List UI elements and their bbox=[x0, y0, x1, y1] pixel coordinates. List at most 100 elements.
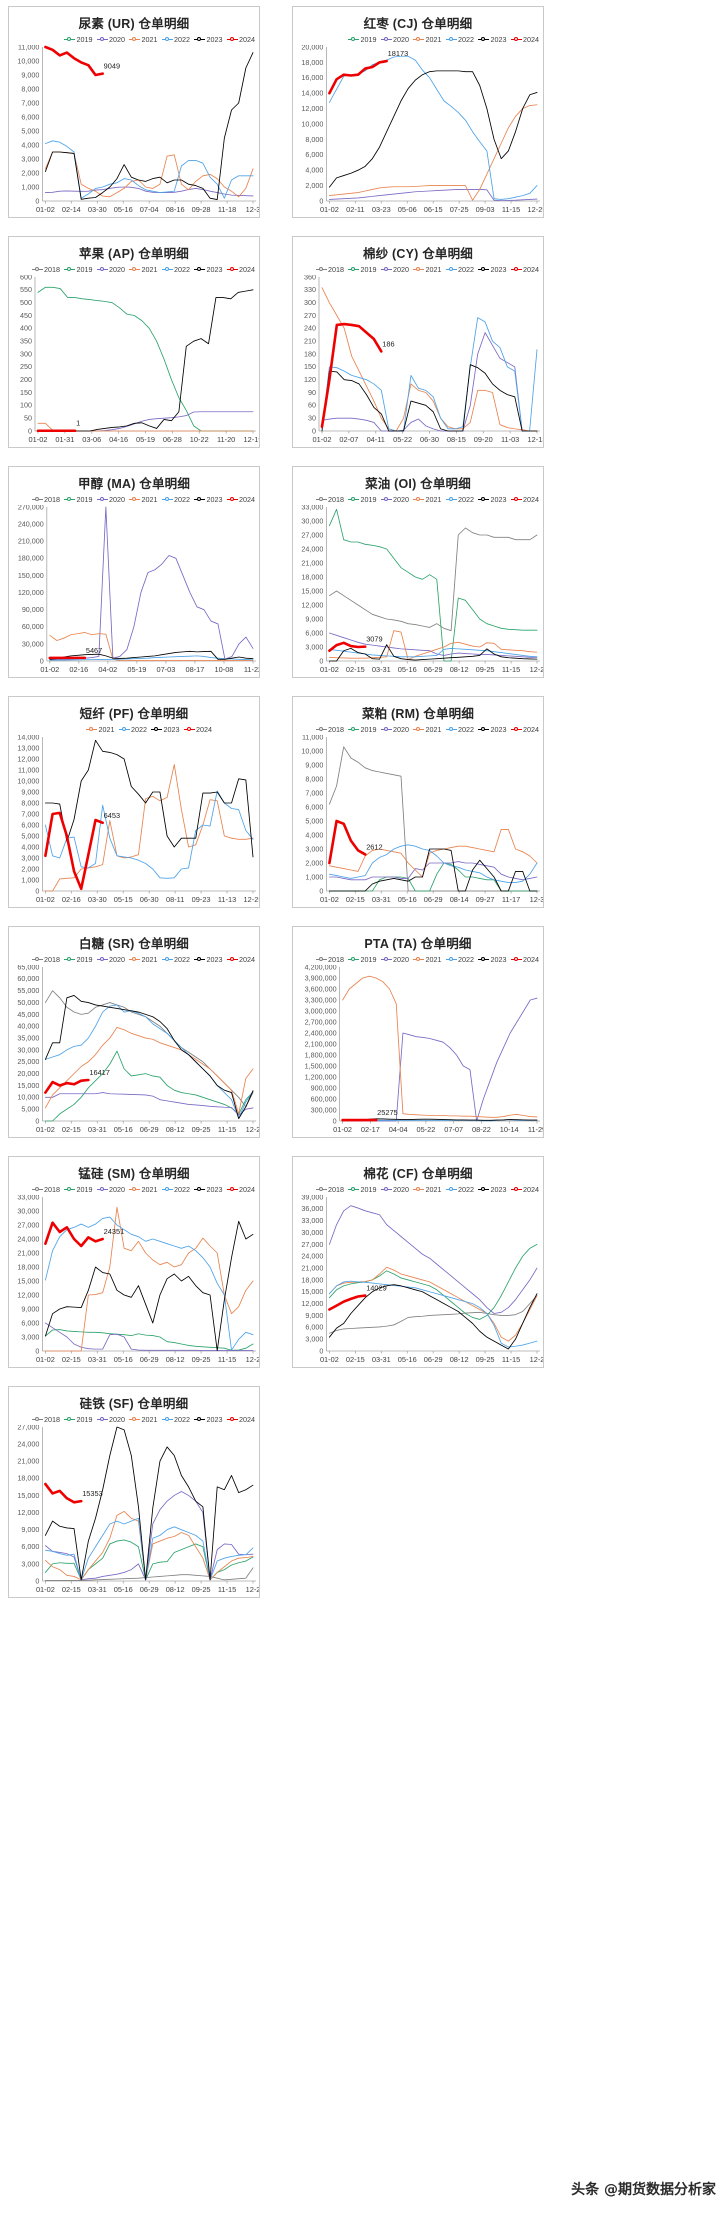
legend-item-2020[interactable]: 2020 bbox=[96, 495, 125, 504]
legend-item-2024[interactable]: 2024 bbox=[510, 955, 539, 964]
legend-item-2018[interactable]: 2018 bbox=[31, 265, 60, 274]
legend-item-2018[interactable]: 2018 bbox=[31, 1185, 60, 1194]
legend-item-2020[interactable]: 2020 bbox=[380, 35, 409, 44]
legend-item-2024[interactable]: 2024 bbox=[226, 955, 255, 964]
legend-item-2022[interactable]: 2022 bbox=[445, 725, 474, 734]
legend-item-2022[interactable]: 2022 bbox=[161, 955, 190, 964]
legend-item-2022[interactable]: 2022 bbox=[161, 1415, 190, 1424]
legend-item-2020[interactable]: 2020 bbox=[96, 35, 125, 44]
legend-item-2023[interactable]: 2023 bbox=[194, 955, 223, 964]
legend-item-2024[interactable]: 2024 bbox=[510, 495, 539, 504]
legend-item-2023[interactable]: 2023 bbox=[194, 35, 223, 44]
y-axis-tick: 120 bbox=[304, 375, 316, 384]
legend-item-2022[interactable]: 2022 bbox=[445, 1185, 474, 1194]
legend-item-2022[interactable]: 2022 bbox=[445, 955, 474, 964]
y-axis-tick: 24,000 bbox=[17, 1440, 39, 1449]
legend-item-2019[interactable]: 2019 bbox=[348, 495, 377, 504]
legend-item-2022[interactable]: 2022 bbox=[161, 495, 190, 504]
legend-item-2019[interactable]: 2019 bbox=[348, 725, 377, 734]
legend-item-2023[interactable]: 2023 bbox=[478, 1185, 507, 1194]
legend-item-2020[interactable]: 2020 bbox=[380, 1185, 409, 1194]
legend-item-2023[interactable]: 2023 bbox=[478, 35, 507, 44]
legend-item-2021[interactable]: 2021 bbox=[129, 955, 158, 964]
legend-item-2021[interactable]: 2021 bbox=[413, 265, 442, 274]
legend-item-2020[interactable]: 2020 bbox=[96, 1185, 125, 1194]
legend-item-2021[interactable]: 2021 bbox=[413, 1185, 442, 1194]
legend-item-2022[interactable]: 2022 bbox=[118, 725, 147, 734]
legend-item-2022[interactable]: 2022 bbox=[445, 265, 474, 274]
legend-item-2024[interactable]: 2024 bbox=[226, 35, 255, 44]
legend-item-2019[interactable]: 2019 bbox=[348, 265, 377, 274]
legend-item-2019[interactable]: 2019 bbox=[64, 955, 93, 964]
legend-item-2018[interactable]: 2018 bbox=[315, 955, 344, 964]
legend-item-2018[interactable]: 2018 bbox=[315, 1185, 344, 1194]
legend-item-2024[interactable]: 2024 bbox=[510, 265, 539, 274]
legend-item-2020[interactable]: 2020 bbox=[380, 725, 409, 734]
legend-item-2021[interactable]: 2021 bbox=[129, 1415, 158, 1424]
series-line-2024 bbox=[44, 811, 104, 891]
legend-label: 2023 bbox=[490, 265, 507, 274]
y-axis-tick: 9,000 bbox=[305, 760, 323, 769]
legend-item-2024[interactable]: 2024 bbox=[510, 1185, 539, 1194]
legend-item-2019[interactable]: 2019 bbox=[64, 1415, 93, 1424]
legend-label: 2023 bbox=[206, 1415, 223, 1424]
series-line-2023 bbox=[321, 364, 538, 432]
legend-item-2021[interactable]: 2021 bbox=[129, 495, 158, 504]
legend-item-2021[interactable]: 2021 bbox=[86, 725, 115, 734]
legend-item-2019[interactable]: 2019 bbox=[348, 955, 377, 964]
legend-item-2022[interactable]: 2022 bbox=[445, 35, 474, 44]
legend-item-2023[interactable]: 2023 bbox=[478, 725, 507, 734]
legend-item-2020[interactable]: 2020 bbox=[96, 955, 125, 964]
legend-item-2020[interactable]: 2020 bbox=[380, 265, 409, 274]
legend-item-2018[interactable]: 2018 bbox=[315, 725, 344, 734]
legend-item-2024[interactable]: 2024 bbox=[226, 495, 255, 504]
legend-item-2018[interactable]: 2018 bbox=[31, 955, 60, 964]
x-axis-tick: 06-29 bbox=[140, 1585, 159, 1594]
legend-item-2023[interactable]: 2023 bbox=[151, 725, 180, 734]
legend-item-2024[interactable]: 2024 bbox=[183, 725, 212, 734]
legend-item-2023[interactable]: 2023 bbox=[194, 495, 223, 504]
legend-item-2024[interactable]: 2024 bbox=[226, 265, 255, 274]
legend-item-2018[interactable]: 2018 bbox=[31, 495, 60, 504]
legend-item-2020[interactable]: 2020 bbox=[96, 1415, 125, 1424]
legend-item-2019[interactable]: 2019 bbox=[64, 1185, 93, 1194]
x-axis-tick: 06-29 bbox=[424, 895, 443, 904]
legend-item-2018[interactable]: 2018 bbox=[31, 1415, 60, 1424]
legend-item-2018[interactable]: 2018 bbox=[315, 495, 344, 504]
legend-item-2020[interactable]: 2020 bbox=[380, 955, 409, 964]
legend-item-2021[interactable]: 2021 bbox=[129, 35, 158, 44]
series-line-2024 bbox=[328, 1294, 367, 1311]
legend-item-2018[interactable]: 2018 bbox=[315, 265, 344, 274]
legend-item-2022[interactable]: 2022 bbox=[161, 1185, 190, 1194]
legend-item-2024[interactable]: 2024 bbox=[226, 1185, 255, 1194]
legend-item-2020[interactable]: 2020 bbox=[380, 495, 409, 504]
legend-item-2022[interactable]: 2022 bbox=[161, 265, 190, 274]
legend-item-2021[interactable]: 2021 bbox=[413, 495, 442, 504]
legend-item-2019[interactable]: 2019 bbox=[64, 35, 93, 44]
series-line-2019 bbox=[328, 862, 538, 892]
legend-item-2020[interactable]: 2020 bbox=[96, 265, 125, 274]
legend-item-2024[interactable]: 2024 bbox=[226, 1415, 255, 1424]
legend-item-2023[interactable]: 2023 bbox=[478, 495, 507, 504]
legend-item-2021[interactable]: 2021 bbox=[413, 725, 442, 734]
legend-item-2024[interactable]: 2024 bbox=[510, 725, 539, 734]
legend-item-2024[interactable]: 2024 bbox=[510, 35, 539, 44]
legend-item-2023[interactable]: 2023 bbox=[194, 265, 223, 274]
legend-item-2023[interactable]: 2023 bbox=[194, 1185, 223, 1194]
legend-item-2019[interactable]: 2019 bbox=[64, 265, 93, 274]
legend-item-2021[interactable]: 2021 bbox=[413, 35, 442, 44]
y-axis-tick: 10,000 bbox=[17, 776, 39, 785]
legend-item-2022[interactable]: 2022 bbox=[161, 35, 190, 44]
legend-item-2023[interactable]: 2023 bbox=[478, 265, 507, 274]
legend-label: 2021 bbox=[425, 495, 442, 504]
x-axis-tick: 05-16 bbox=[398, 1355, 417, 1364]
legend-item-2023[interactable]: 2023 bbox=[478, 955, 507, 964]
legend-item-2019[interactable]: 2019 bbox=[348, 35, 377, 44]
legend-item-2021[interactable]: 2021 bbox=[129, 1185, 158, 1194]
legend-item-2019[interactable]: 2019 bbox=[348, 1185, 377, 1194]
legend-item-2021[interactable]: 2021 bbox=[413, 955, 442, 964]
legend-item-2022[interactable]: 2022 bbox=[445, 495, 474, 504]
legend-item-2021[interactable]: 2021 bbox=[129, 265, 158, 274]
legend-item-2023[interactable]: 2023 bbox=[194, 1415, 223, 1424]
legend-item-2019[interactable]: 2019 bbox=[64, 495, 93, 504]
